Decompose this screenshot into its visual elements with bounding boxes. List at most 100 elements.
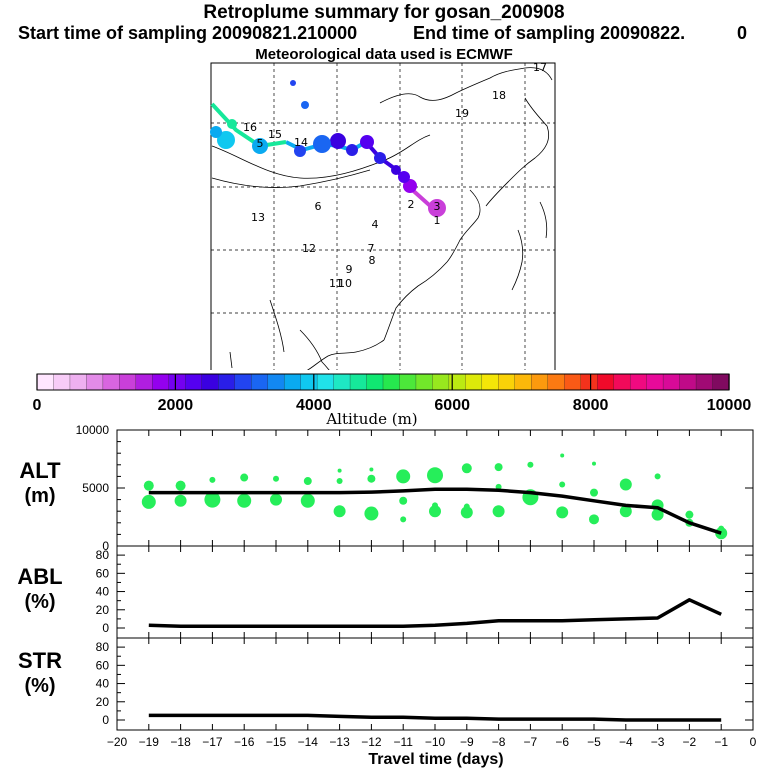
track-label: 14	[294, 136, 308, 149]
track-label: 7	[368, 242, 375, 255]
colorbar-tick-label: 6000	[434, 397, 470, 414]
y-tick-label: 0	[102, 713, 109, 727]
x-tick-label: −19	[139, 735, 160, 749]
colorbar-tick-label: 8000	[573, 397, 609, 414]
plume-dot	[143, 480, 154, 491]
plume-dot	[590, 488, 598, 497]
track-point	[398, 171, 410, 183]
plume-dot	[556, 506, 569, 519]
alt-series-line	[148, 487, 722, 535]
plume-dot	[494, 463, 503, 472]
plume-dot	[432, 502, 438, 509]
track-label: 4	[372, 218, 379, 231]
end-time-suffix: 0	[737, 23, 748, 43]
plume-dot	[592, 461, 596, 466]
track-point	[330, 133, 346, 149]
plume-dot	[589, 514, 599, 525]
y-axis-label: STR	[18, 648, 62, 673]
track-point	[403, 179, 417, 193]
track-label: 9	[346, 263, 353, 276]
track-label: 19	[455, 107, 469, 120]
track-point	[391, 165, 401, 175]
colorbar-label: Altitude (m)	[325, 410, 417, 428]
chart-title: Retroplume summary for gosan_200908	[203, 2, 565, 23]
track-point	[294, 145, 306, 157]
end-time: End time of sampling 20090822.	[413, 23, 686, 43]
y-tick-label: 20	[96, 603, 110, 617]
map-coastlines	[211, 67, 553, 370]
altitude-colorbar: 0 2000 4000 6000 8000 10000 Altitude (m)	[33, 373, 752, 428]
track-point	[210, 126, 222, 138]
plume-dot	[715, 527, 728, 540]
track-point	[360, 135, 374, 149]
str-series-line	[148, 713, 722, 722]
track-label: 8	[369, 254, 376, 267]
track-label: 13	[251, 211, 265, 224]
y-tick-label: 0	[102, 539, 109, 553]
plume-dot	[273, 475, 279, 482]
plume-dot	[429, 505, 441, 518]
track-label: 11	[329, 277, 343, 290]
plume-dot	[619, 505, 632, 518]
y-axis-unit: (m)	[24, 485, 55, 507]
x-tick-label: −9	[460, 735, 474, 749]
plume-dot	[300, 493, 315, 508]
track-label: 17	[533, 61, 547, 74]
y-tick-label: 20	[96, 695, 110, 709]
plume-dot	[399, 496, 408, 505]
plume-dot	[560, 453, 565, 458]
plume-dot	[204, 491, 221, 508]
track-point	[252, 138, 268, 154]
x-tick-label: −20	[107, 735, 128, 749]
track-label: 2	[408, 198, 415, 211]
plume-dot	[400, 516, 407, 523]
x-tick-label: −2	[683, 735, 697, 749]
y-tick-label: 60	[96, 566, 110, 580]
plume-dot	[654, 473, 661, 480]
track-point	[428, 199, 446, 217]
plume-dot	[174, 494, 187, 507]
track-label: 6	[315, 200, 322, 213]
plume-dot	[333, 505, 346, 518]
plume-dot	[718, 525, 725, 532]
x-tick-label: −11	[393, 735, 413, 749]
plume-dot	[336, 478, 343, 485]
x-tick-label: −6	[555, 735, 569, 749]
panel-abl: ABL(%) 0 20 40 60 80	[17, 545, 754, 639]
x-tick-label: −3	[651, 735, 665, 749]
plume-dot	[527, 461, 534, 468]
y-tick-label: 80	[96, 548, 110, 562]
track-label: 3	[434, 200, 441, 213]
x-tick-label: −1	[714, 735, 728, 749]
track-label: 15	[268, 128, 282, 141]
x-tick-label: 0	[750, 735, 757, 749]
plume-dot	[209, 476, 216, 483]
panel-alt: ALT(m) 0 5000 10000	[19, 423, 754, 553]
x-tick-label: −10	[425, 735, 446, 749]
plume-dot	[141, 494, 156, 509]
y-axis-label: ABL	[17, 564, 62, 589]
x-tick-label: −18	[170, 735, 191, 749]
colorbar-tick-label: 10000	[707, 397, 752, 414]
start-time: Start time of sampling 20090821.210000	[18, 23, 358, 43]
y-tick-label: 80	[96, 640, 110, 654]
y-tick-label: 0	[102, 621, 109, 635]
colorbar-ticks: 0 2000 4000 6000 8000 10000	[33, 374, 752, 414]
plume-dot	[364, 506, 379, 521]
x-tick-label: −14	[298, 735, 319, 749]
x-tick-label: −17	[202, 735, 223, 749]
plume-dot	[460, 506, 473, 519]
plume-dot	[492, 505, 505, 518]
track-point	[346, 144, 358, 156]
plume-dot	[175, 480, 186, 491]
y-axis-unit: (%)	[24, 591, 55, 613]
y-axis-label: ALT	[19, 458, 61, 483]
x-tick-label: −12	[361, 735, 382, 749]
x-axis-label: Travel time (days)	[368, 751, 503, 768]
chart-panels: ALT(m)0500010000ABL(%)020406080STR(%)020…	[17, 423, 754, 731]
colorbar-tick-label: 4000	[296, 397, 332, 414]
track-label: 1	[434, 214, 441, 227]
